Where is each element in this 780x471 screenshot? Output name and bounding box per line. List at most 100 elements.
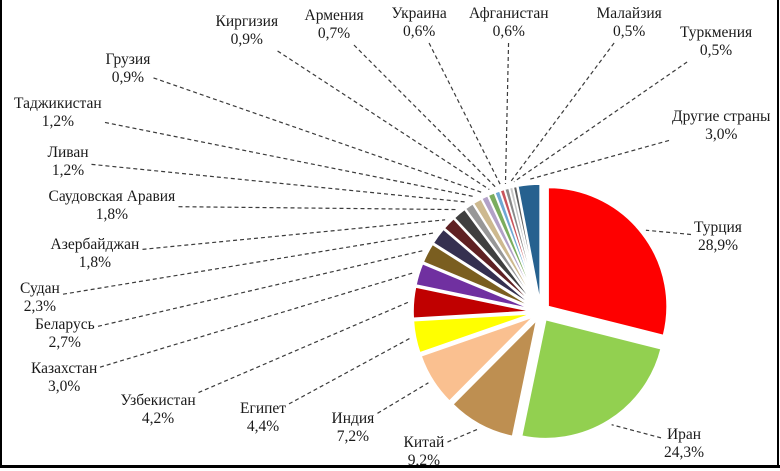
slice-name: Киргизия xyxy=(215,13,279,30)
leader-line-15 xyxy=(353,44,496,188)
slice-callout-8: Судан 2,3% xyxy=(20,280,60,316)
slice-callout-3: Индия 7,2% xyxy=(332,410,375,446)
slice-callout-2: Китай 9,2% xyxy=(404,434,445,470)
slice-percent: 0,7% xyxy=(317,25,351,42)
leader-line-13 xyxy=(153,77,483,194)
leader-line-17 xyxy=(504,42,510,184)
slice-name: Армения xyxy=(304,7,364,24)
pie-slice-2 xyxy=(451,319,538,438)
leader-line-16 xyxy=(428,42,502,186)
leader-line-5 xyxy=(198,301,409,394)
slice-percent: 0,9% xyxy=(111,69,145,86)
slice-callout-7: Беларусь 2,7% xyxy=(35,316,95,352)
pie-slice-0 xyxy=(547,186,668,337)
slice-percent: 2,3% xyxy=(23,298,57,315)
slice-percent: 9,2% xyxy=(407,452,441,469)
pie-slice-6 xyxy=(415,262,534,311)
slice-percent: 0,9% xyxy=(230,31,263,48)
pie-slice-8 xyxy=(432,228,535,308)
slice-percent: 1,2% xyxy=(51,162,85,179)
slice-callout-6: Казахстан 3,0% xyxy=(31,360,97,396)
slice-percent: 0,5% xyxy=(612,23,646,40)
slice-percent: 0,6% xyxy=(402,23,436,40)
slice-callout-12: Таджикистан 1,2% xyxy=(14,95,102,131)
slice-callout-9: Азербайджан 1,8% xyxy=(51,236,140,272)
leader-line-20 xyxy=(528,139,670,181)
pie-slice-4 xyxy=(412,312,533,354)
slice-name: Китай xyxy=(403,434,445,451)
slice-name: Турция xyxy=(694,219,742,236)
slice-callout-4: Египет 4,4% xyxy=(240,400,286,436)
leader-line-19 xyxy=(513,61,688,183)
frame-border-bottom xyxy=(0,465,780,468)
pie-slice-3 xyxy=(420,315,535,402)
slice-percent: 4,4% xyxy=(246,418,280,435)
leader-line-4 xyxy=(288,337,411,405)
slice-percent: 4,2% xyxy=(141,410,175,427)
slice-percent: 24,3% xyxy=(664,444,705,461)
frame-border-left xyxy=(0,0,2,468)
slice-percent: 7,2% xyxy=(336,428,370,445)
slice-percent: 1,2% xyxy=(41,113,74,130)
slice-name: Украина xyxy=(391,5,447,22)
pie-slice-10 xyxy=(453,208,537,306)
pie-slice-20 xyxy=(517,183,541,304)
slice-name: Таджикистан xyxy=(14,95,102,112)
slice-name: Другие страны xyxy=(672,108,771,125)
leader-line-14 xyxy=(277,50,490,190)
slice-name: Индия xyxy=(331,410,375,427)
slice-name: Египет xyxy=(240,400,287,417)
leader-line-18 xyxy=(509,42,615,184)
slice-percent: 0,5% xyxy=(699,42,733,59)
pie-slice-9 xyxy=(443,217,536,307)
slice-name: Судан xyxy=(20,280,60,297)
slice-name: Иран xyxy=(666,426,702,443)
slice-callout-15: Армения 0,7% xyxy=(305,7,364,43)
leader-line-2 xyxy=(447,428,479,443)
slice-callout-17: Афганистан 0,6% xyxy=(469,5,549,41)
leader-line-0 xyxy=(645,229,692,236)
leader-line-9 xyxy=(142,219,446,250)
slice-name: Малайзия xyxy=(596,5,662,22)
slice-callout-19: Туркмения 0,5% xyxy=(680,24,752,60)
slice-name: Туркмения xyxy=(680,24,753,41)
slice-percent: 3,0% xyxy=(48,378,81,395)
slice-callout-18: Малайзия 0,5% xyxy=(597,5,662,41)
leader-line-1 xyxy=(611,424,662,439)
slice-percent: 28,9% xyxy=(697,237,738,254)
slice-callout-13: Грузия 0,9% xyxy=(106,51,151,87)
slice-percent: 3,0% xyxy=(705,126,738,143)
slice-callout-10: Саудовская Аравия 1,8% xyxy=(49,188,176,224)
slice-callout-0: Турция 28,9% xyxy=(694,219,742,255)
slice-name: Азербайджан xyxy=(50,236,140,253)
leader-line-6 xyxy=(99,272,415,368)
slice-name: Грузия xyxy=(105,51,151,68)
leader-line-3 xyxy=(377,382,429,414)
slice-percent: 1,8% xyxy=(95,206,128,223)
slice-name: Ливан xyxy=(47,144,89,161)
slice-callout-20: Другие страны 3,0% xyxy=(672,108,770,144)
slice-callout-11: Ливан 1,2% xyxy=(48,144,89,180)
slice-callout-14: Киргизия 0,9% xyxy=(216,13,279,49)
leader-line-10 xyxy=(178,206,457,211)
slice-name: Казахстан xyxy=(31,360,98,377)
slice-callout-1: Иран 24,3% xyxy=(664,426,704,462)
pie-slice-19 xyxy=(512,185,540,304)
slice-name: Беларусь xyxy=(35,316,95,333)
pie-slice-5 xyxy=(412,286,533,320)
frame-border-right xyxy=(777,0,779,468)
slice-percent: 0,6% xyxy=(492,23,525,40)
slice-callout-16: Украина 0,6% xyxy=(392,5,447,41)
slice-callout-5: Узбекистан 4,2% xyxy=(121,392,196,428)
leader-line-7 xyxy=(97,250,424,327)
pie-slice-7 xyxy=(422,243,534,309)
slice-name: Узбекистан xyxy=(120,392,196,409)
pie-slice-1 xyxy=(520,318,662,440)
slice-name: Саудовская Аравия xyxy=(48,188,176,205)
slice-percent: 2,7% xyxy=(48,334,81,351)
slice-percent: 1,8% xyxy=(78,254,112,271)
leader-line-12 xyxy=(104,121,475,198)
slice-name: Афганистан xyxy=(469,5,549,22)
